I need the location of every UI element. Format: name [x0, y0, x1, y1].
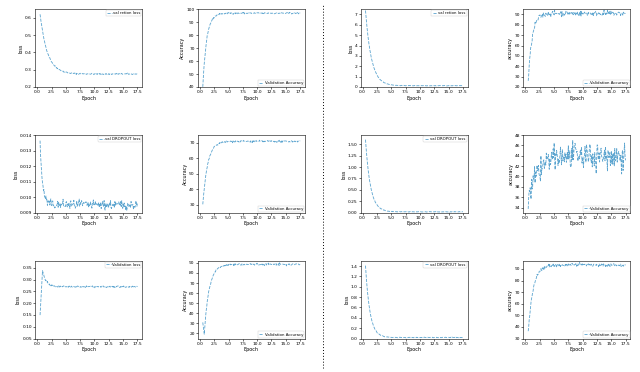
X-axis label: Epoch: Epoch [406, 347, 422, 352]
X-axis label: Epoch: Epoch [570, 221, 584, 226]
Y-axis label: loss: loss [13, 169, 19, 179]
Y-axis label: loss: loss [19, 44, 24, 53]
X-axis label: Epoch: Epoch [81, 96, 96, 100]
Y-axis label: Accuracy: Accuracy [182, 163, 188, 185]
X-axis label: Epoch: Epoch [244, 96, 259, 100]
X-axis label: Epoch: Epoch [406, 96, 422, 100]
Y-axis label: Accuracy: Accuracy [182, 289, 188, 311]
X-axis label: Epoch: Epoch [244, 221, 259, 226]
Legend: Validation Accuracy: Validation Accuracy [258, 206, 304, 212]
Legend: Validation Accuracy: Validation Accuracy [583, 206, 630, 212]
X-axis label: Epoch: Epoch [570, 347, 584, 352]
Legend: val DROPOUT loss: val DROPOUT loss [424, 262, 467, 268]
Y-axis label: loss: loss [344, 295, 349, 304]
X-axis label: Epoch: Epoch [406, 221, 422, 226]
Legend: val retion loss: val retion loss [106, 10, 141, 16]
X-axis label: Epoch: Epoch [570, 96, 584, 100]
Legend: Validation loss: Validation loss [105, 262, 141, 268]
X-axis label: Epoch: Epoch [81, 221, 96, 226]
Y-axis label: loss: loss [348, 44, 353, 53]
Legend: val DROPOUT loss: val DROPOUT loss [424, 136, 467, 142]
X-axis label: Epoch: Epoch [244, 347, 259, 352]
Y-axis label: loss: loss [341, 169, 346, 179]
Legend: Validation Accuracy: Validation Accuracy [258, 80, 304, 86]
Legend: Validation Accuracy: Validation Accuracy [583, 331, 630, 338]
X-axis label: Epoch: Epoch [81, 347, 96, 352]
Legend: Validation Accuracy: Validation Accuracy [258, 331, 304, 338]
Legend: Validation Accuracy: Validation Accuracy [583, 80, 630, 86]
Y-axis label: Accuracy: Accuracy [180, 37, 185, 59]
Y-axis label: accuracy: accuracy [508, 289, 513, 311]
Legend: val retion loss: val retion loss [431, 10, 467, 16]
Legend: val DROPOUT loss: val DROPOUT loss [98, 136, 141, 142]
Y-axis label: accuracy: accuracy [508, 163, 513, 185]
Y-axis label: loss: loss [16, 295, 21, 304]
Y-axis label: accuracy: accuracy [508, 37, 513, 59]
